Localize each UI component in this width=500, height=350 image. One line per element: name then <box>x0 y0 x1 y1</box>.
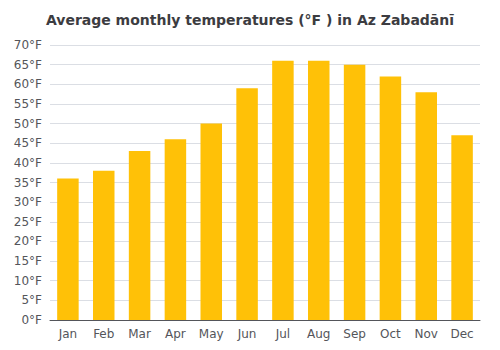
svg-text:Average monthly temperatures (: Average monthly temperatures (°F ) in Az… <box>46 12 454 28</box>
svg-text:10°F: 10°F <box>14 274 42 288</box>
svg-text:Oct: Oct <box>380 327 401 341</box>
svg-text:20°F: 20°F <box>14 234 42 248</box>
svg-text:Sep: Sep <box>343 327 366 341</box>
svg-text:Jan: Jan <box>58 327 78 341</box>
svg-text:30°F: 30°F <box>14 195 42 209</box>
svg-text:40°F: 40°F <box>14 156 42 170</box>
svg-text:5°F: 5°F <box>21 293 42 307</box>
svg-text:Jul: Jul <box>275 327 290 341</box>
svg-text:Dec: Dec <box>450 327 473 341</box>
svg-text:May: May <box>199 327 224 341</box>
svg-text:Nov: Nov <box>415 327 438 341</box>
svg-text:35°F: 35°F <box>14 176 42 190</box>
svg-text:0°F: 0°F <box>21 313 42 327</box>
svg-text:25°F: 25°F <box>14 215 42 229</box>
svg-text:65°F: 65°F <box>14 58 42 72</box>
svg-text:Mar: Mar <box>128 327 151 341</box>
svg-text:70°F: 70°F <box>14 38 42 52</box>
svg-text:Feb: Feb <box>93 327 114 341</box>
svg-text:45°F: 45°F <box>14 136 42 150</box>
svg-text:60°F: 60°F <box>14 77 42 91</box>
svg-text:Apr: Apr <box>165 327 186 341</box>
svg-text:Jun: Jun <box>237 327 257 341</box>
svg-text:Aug: Aug <box>307 327 330 341</box>
svg-text:15°F: 15°F <box>14 254 42 268</box>
svg-text:50°F: 50°F <box>14 117 42 131</box>
svg-text:55°F: 55°F <box>14 97 42 111</box>
